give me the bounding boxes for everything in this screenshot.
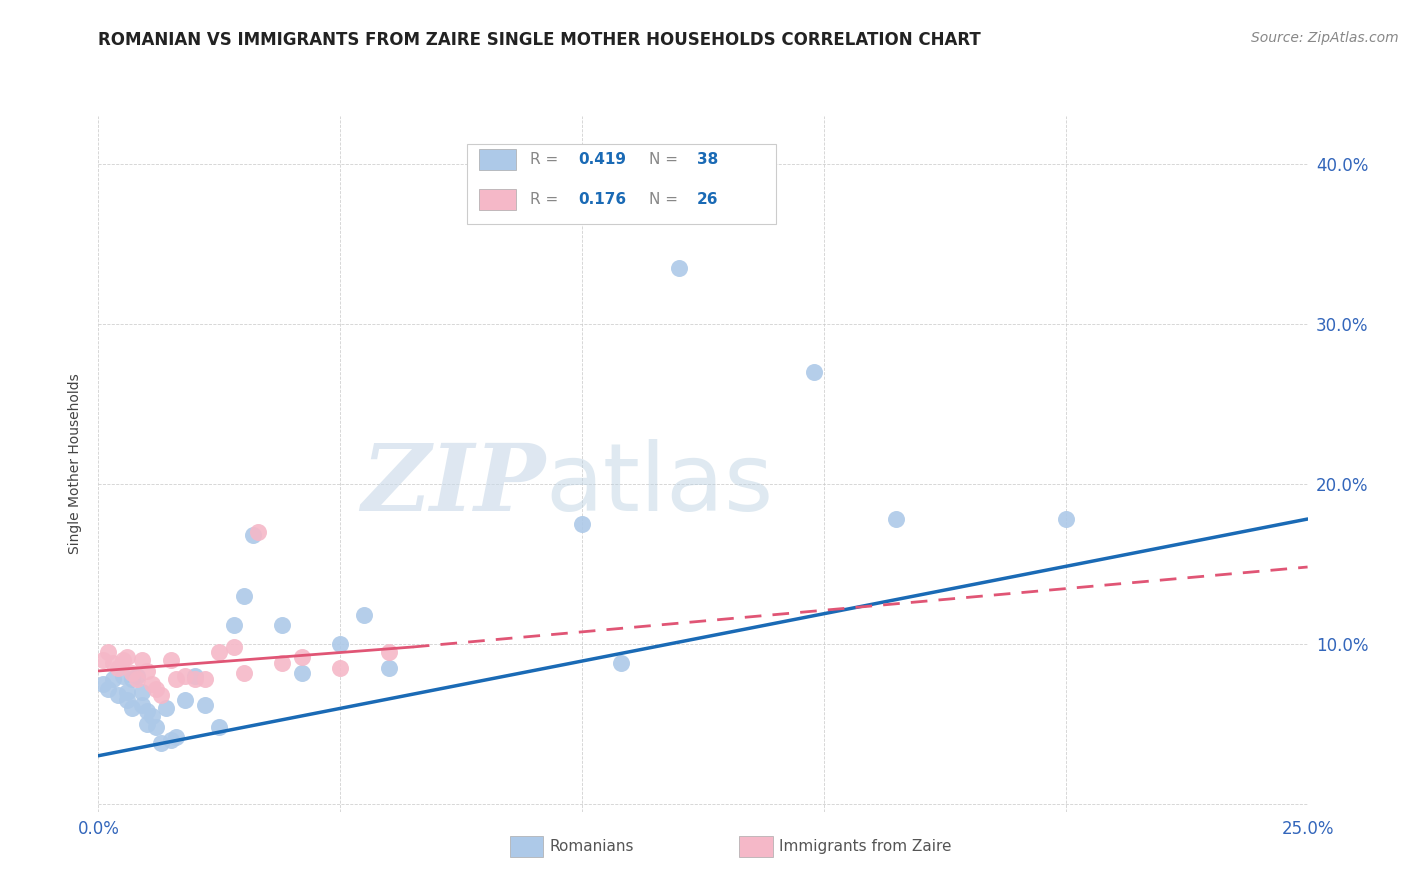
Text: 26: 26 xyxy=(697,192,718,207)
Point xyxy=(886,512,908,526)
Point xyxy=(184,669,207,683)
Point xyxy=(127,669,149,683)
Point xyxy=(131,685,153,699)
Text: atlas: atlas xyxy=(546,439,775,531)
FancyBboxPatch shape xyxy=(467,144,776,224)
Point xyxy=(135,716,157,731)
Point xyxy=(174,692,197,706)
Point xyxy=(610,656,633,670)
Point xyxy=(208,720,231,734)
Point xyxy=(377,661,399,675)
Point xyxy=(160,732,183,747)
Point xyxy=(222,640,245,654)
Bar xyxy=(479,189,516,210)
Point xyxy=(194,698,217,712)
Point xyxy=(571,516,593,531)
Point xyxy=(247,524,270,539)
Point xyxy=(150,688,173,702)
Point xyxy=(184,672,207,686)
Point xyxy=(1054,512,1077,526)
Bar xyxy=(509,836,543,857)
Point xyxy=(165,730,187,744)
Point xyxy=(91,677,114,691)
Point xyxy=(668,260,690,275)
Text: 0.419: 0.419 xyxy=(578,153,627,168)
Point xyxy=(155,700,177,714)
Text: 0.176: 0.176 xyxy=(578,192,627,207)
Point xyxy=(101,656,124,670)
Point xyxy=(117,692,139,706)
Point xyxy=(208,645,231,659)
Text: Source: ZipAtlas.com: Source: ZipAtlas.com xyxy=(1251,31,1399,45)
Point xyxy=(165,672,187,686)
Point xyxy=(353,607,375,622)
Point xyxy=(91,653,114,667)
Point xyxy=(97,645,120,659)
Text: 38: 38 xyxy=(697,153,718,168)
Text: N =: N = xyxy=(648,192,682,207)
Point xyxy=(145,681,167,696)
Point xyxy=(290,665,312,680)
Point xyxy=(194,672,217,686)
Point xyxy=(222,617,245,632)
Point xyxy=(145,720,167,734)
Point xyxy=(803,365,825,379)
Text: Immigrants from Zaire: Immigrants from Zaire xyxy=(779,839,952,854)
Point xyxy=(111,653,134,667)
Point xyxy=(107,688,129,702)
Point xyxy=(160,653,183,667)
Point xyxy=(101,672,124,686)
Point xyxy=(121,672,143,686)
Point xyxy=(117,685,139,699)
Point xyxy=(111,669,134,683)
Point xyxy=(141,677,163,691)
Point xyxy=(271,656,294,670)
Text: R =: R = xyxy=(530,192,564,207)
Text: N =: N = xyxy=(648,153,682,168)
Point xyxy=(290,649,312,664)
Bar xyxy=(479,149,516,170)
Point xyxy=(271,617,294,632)
Text: ROMANIAN VS IMMIGRANTS FROM ZAIRE SINGLE MOTHER HOUSEHOLDS CORRELATION CHART: ROMANIAN VS IMMIGRANTS FROM ZAIRE SINGLE… xyxy=(98,31,981,49)
Point xyxy=(377,645,399,659)
Point xyxy=(131,653,153,667)
Point xyxy=(127,672,149,686)
Point xyxy=(141,708,163,723)
Point xyxy=(242,528,264,542)
Point xyxy=(121,665,143,680)
Point xyxy=(150,736,173,750)
Text: R =: R = xyxy=(530,153,564,168)
Point xyxy=(131,698,153,712)
Point xyxy=(329,637,352,651)
Text: ZIP: ZIP xyxy=(361,440,546,530)
Point xyxy=(232,665,254,680)
Point xyxy=(121,700,143,714)
Point xyxy=(117,649,139,664)
Point xyxy=(329,661,352,675)
Text: Romanians: Romanians xyxy=(550,839,634,854)
Bar xyxy=(740,836,773,857)
Y-axis label: Single Mother Households: Single Mother Households xyxy=(69,374,83,554)
Point xyxy=(135,704,157,718)
Point xyxy=(135,664,157,678)
Point xyxy=(97,681,120,696)
Point xyxy=(174,669,197,683)
Point xyxy=(232,589,254,603)
Point xyxy=(107,661,129,675)
